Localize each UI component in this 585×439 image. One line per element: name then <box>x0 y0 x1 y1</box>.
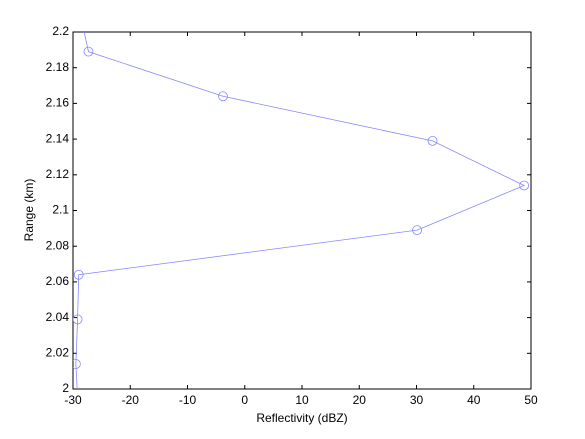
y-tick-label: 2.06 <box>46 274 70 288</box>
y-tick-label: 2.14 <box>46 131 70 145</box>
marker <box>73 269 84 280</box>
x-tick-label: 50 <box>524 393 538 407</box>
marker <box>519 180 530 191</box>
x-tick-label: 20 <box>353 393 367 407</box>
x-tick-label: -10 <box>179 393 197 407</box>
line <box>75 32 526 389</box>
marker <box>74 3 83 12</box>
marker <box>73 314 83 325</box>
x-tick-label: 40 <box>467 393 481 407</box>
marker <box>412 225 422 236</box>
y-tick-label: 2.2 <box>52 24 69 38</box>
y-tick-label: 2.16 <box>46 96 70 110</box>
marker <box>427 135 438 146</box>
plot-layer <box>73 3 530 389</box>
x-tick-label: -20 <box>122 393 140 407</box>
y-tick-label: 2.12 <box>46 167 70 181</box>
y-tick-label: 2.02 <box>46 345 70 359</box>
marker <box>83 46 94 57</box>
y-axis-label: Range (km) <box>22 179 36 242</box>
marker <box>73 359 81 369</box>
y-tick-label: 2 <box>62 381 69 395</box>
y-tick-label: 2.04 <box>46 310 70 324</box>
y-tick-label: 2.1 <box>52 203 69 217</box>
marker <box>218 91 228 102</box>
x-tick-label: 10 <box>295 393 309 407</box>
x-tick-label: 30 <box>410 393 424 407</box>
y-tick-label: 2.08 <box>46 238 70 252</box>
x-tick-label: 0 <box>241 393 248 407</box>
x-tick-label: -30 <box>64 393 82 407</box>
plot-area <box>72 31 532 390</box>
y-tick-label: 2.18 <box>46 60 70 74</box>
x-axis-label: Reflectivity (dBZ) <box>256 411 347 425</box>
